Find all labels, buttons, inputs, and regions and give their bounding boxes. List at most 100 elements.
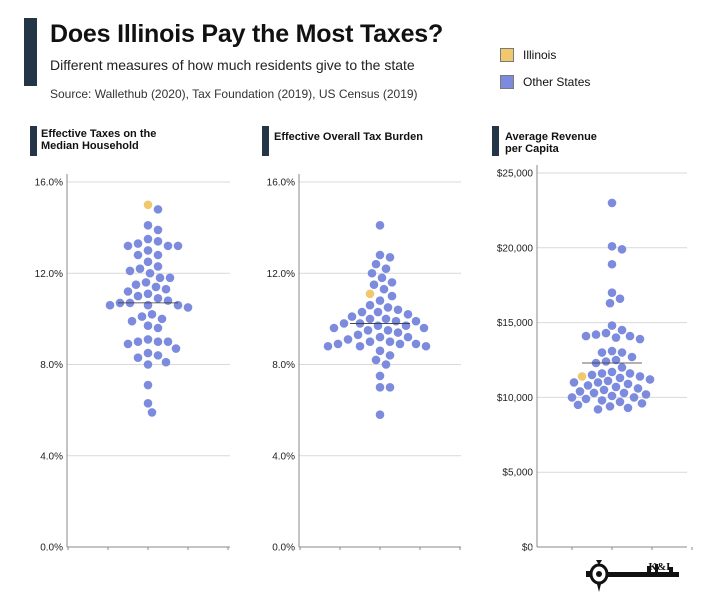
data-point: [587, 370, 597, 380]
data-point: [583, 381, 593, 390]
data-point: [375, 250, 385, 260]
y-tick-label: $25,000: [497, 169, 534, 180]
data-point: [601, 357, 611, 366]
data-point: [387, 291, 397, 301]
source-note: Source: Wallethub (2020), Tax Foundation…: [50, 87, 418, 101]
data-point: [143, 398, 153, 408]
data-point: [401, 321, 411, 331]
data-point: [611, 382, 621, 392]
y-tick-label: 12.0%: [35, 269, 63, 280]
data-point: [131, 280, 141, 289]
data-point: [363, 325, 373, 335]
y-tick-label: $10,000: [497, 393, 534, 404]
data-point: [343, 335, 353, 344]
data-point: [151, 282, 161, 292]
data-point: [157, 314, 167, 324]
data-point: [607, 198, 617, 208]
data-point: [607, 346, 617, 356]
data-point: [173, 300, 183, 310]
data-point: [395, 339, 405, 349]
data-point: [421, 341, 431, 351]
data-point: [143, 289, 153, 299]
panel-1-accent-bar: [30, 126, 37, 156]
data-point: [607, 288, 617, 297]
data-point: [393, 305, 403, 315]
data-point: [123, 287, 133, 296]
data-point: [589, 388, 599, 398]
data-point: [385, 351, 395, 360]
title-accent-bar: [24, 18, 37, 86]
data-point: [383, 303, 393, 312]
data-point: [347, 312, 357, 321]
data-point: [153, 323, 163, 333]
data-point: [605, 402, 615, 411]
y-tick-label: 12.0%: [267, 269, 295, 280]
data-point: [173, 241, 183, 251]
data-point: [171, 344, 181, 353]
data-point: [601, 328, 611, 338]
data-point: [333, 339, 343, 349]
data-point: [123, 339, 133, 349]
data-point: [373, 307, 383, 317]
data-point: [155, 273, 165, 283]
data-point: [153, 351, 163, 360]
data-point: [133, 239, 143, 248]
panel-1-title: Effective Taxes on the Median Household: [41, 128, 157, 152]
data-point: [581, 331, 591, 341]
data-point: [355, 341, 365, 351]
y-tick-label: 8.0%: [272, 360, 295, 371]
y-tick-label: 4.0%: [40, 451, 63, 462]
data-point: [617, 325, 627, 335]
data-point: [635, 372, 645, 381]
data-point: [383, 325, 393, 335]
data-point: [419, 323, 429, 333]
data-point: [611, 355, 621, 365]
data-point: [567, 393, 577, 402]
data-point-illinois: [143, 200, 153, 210]
data-point: [385, 337, 395, 346]
data-point: [163, 296, 173, 305]
data-point: [625, 369, 635, 378]
y-tick-label: $15,000: [497, 318, 534, 329]
data-point: [133, 353, 143, 362]
data-point: [153, 337, 163, 346]
data-point: [617, 348, 627, 357]
data-point: [623, 379, 633, 389]
data-point: [143, 321, 153, 331]
data-point: [339, 319, 349, 328]
data-point: [593, 405, 603, 414]
data-point: [617, 363, 627, 372]
data-point: [391, 316, 401, 326]
data-point: [581, 394, 591, 404]
data-point: [143, 246, 153, 255]
data-point: [375, 410, 385, 419]
data-point: [147, 310, 157, 319]
data-point-illinois: [577, 372, 587, 381]
data-point: [629, 393, 639, 402]
data-point: [411, 339, 421, 349]
data-point: [143, 234, 153, 244]
data-point: [597, 369, 607, 378]
data-point: [645, 375, 655, 384]
data-point: [607, 259, 617, 269]
data-point: [375, 332, 385, 342]
data-point: [365, 300, 375, 310]
data-point: [163, 241, 173, 251]
data-point: [623, 403, 633, 413]
data-point: [133, 250, 143, 260]
data-point: [611, 333, 621, 342]
data-point: [381, 314, 391, 324]
data-point: [607, 242, 617, 251]
y-tick-label: 0.0%: [40, 543, 63, 554]
data-point: [607, 321, 617, 330]
data-point: [143, 221, 153, 230]
y-tick-label: 8.0%: [40, 360, 63, 371]
data-point: [387, 278, 397, 287]
data-point: [393, 328, 403, 337]
data-point: [365, 314, 375, 324]
data-point: [625, 331, 635, 341]
y-tick-label: $0: [522, 543, 534, 554]
data-point: [153, 205, 163, 214]
data-point: [153, 225, 163, 235]
